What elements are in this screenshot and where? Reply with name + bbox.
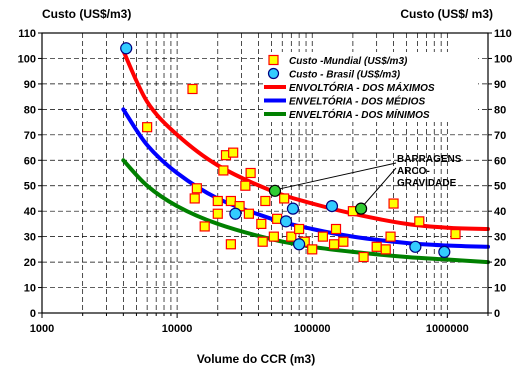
plot-frame <box>41 32 489 314</box>
world-cost-point <box>380 244 391 255</box>
legend-label: Custo - Brasil (US$/m3) <box>289 70 401 81</box>
world-cost-point <box>218 165 229 176</box>
brazil-cost-point <box>409 240 422 253</box>
world-cost-point <box>268 231 279 242</box>
legend-label: ENVELTÓRIA - DOS MÉDIOS <box>289 95 425 108</box>
y-tick-label-left: 110 <box>18 28 36 40</box>
annotation-arrow <box>363 167 397 205</box>
world-cost-point <box>317 231 329 242</box>
y-tick-label-right: 50 <box>494 181 506 193</box>
y-tick-label-right: 10 <box>494 283 506 295</box>
legend-world-marker <box>268 54 279 66</box>
annotation-arrow <box>279 162 397 190</box>
world-cost-point <box>338 236 349 247</box>
legend-box <box>266 52 478 122</box>
legend-brazil-marker <box>267 67 280 80</box>
arch-gravity-dam-point <box>354 202 368 215</box>
world-cost-point <box>450 228 461 240</box>
y-tick-label-left: 40 <box>24 206 36 218</box>
brazil-cost-point <box>325 199 339 213</box>
left-axis-title: Custo (US$/m3) <box>42 7 132 21</box>
x-tick-label: 100000 <box>294 323 331 335</box>
annotation-label: BARRAGENS <box>397 154 462 165</box>
world-cost-point <box>245 167 256 179</box>
legend-label: ENVELTÓRIA - DOS MÍNIMOS <box>289 108 430 121</box>
right-axis-title: Custo (US$/ m3) <box>400 7 493 21</box>
y-tick-label-left: 30 <box>24 232 36 244</box>
world-cost-point <box>191 183 202 194</box>
world-cost-point <box>385 231 396 242</box>
y-tick-label-left: 50 <box>24 181 36 193</box>
y-tick-label-right: 30 <box>494 232 506 244</box>
x-tick-label: 10000 <box>162 323 193 335</box>
y-tick-label-right: 70 <box>494 130 506 142</box>
brazil-cost-point <box>293 238 306 251</box>
world-cost-point <box>228 147 239 158</box>
min-envelope-curve <box>121 158 490 265</box>
world-cost-point <box>257 236 268 247</box>
world-cost-point <box>358 251 369 263</box>
world-cost-point <box>294 223 305 235</box>
legend-label: Custo -Mundial (US$/m3) <box>289 56 408 67</box>
y-tick-label-right: 110 <box>494 28 512 40</box>
brazil-cost-point <box>438 245 451 259</box>
world-cost-point <box>388 198 399 209</box>
world-cost-point <box>256 218 267 230</box>
world-cost-point <box>225 195 236 207</box>
annotation-label: ARCO- <box>397 166 430 177</box>
y-tick-label-right: 0 <box>494 308 500 320</box>
y-tick-label-right: 80 <box>494 104 506 116</box>
y-tick-label-left: 0 <box>30 308 36 320</box>
world-cost-point <box>279 193 290 204</box>
y-tick-label-left: 70 <box>24 130 36 142</box>
y-tick-label-right: 60 <box>494 155 506 167</box>
world-cost-point <box>240 180 251 191</box>
world-cost-point <box>414 216 425 227</box>
y-tick-label-left: 80 <box>24 104 36 116</box>
world-cost-point <box>187 83 198 95</box>
legend-label: ENVOLTÓRIA - DOS MÁXIMOS <box>289 81 435 94</box>
arch-gravity-dam-point <box>268 184 282 197</box>
y-tick-label-right: 100 <box>494 53 512 65</box>
x-tick-label: 1000 <box>30 323 54 335</box>
y-tick-label-left: 100 <box>18 53 36 65</box>
y-tick-label-left: 10 <box>24 283 36 295</box>
world-cost-point <box>142 122 153 133</box>
y-tick-label-left: 20 <box>24 257 36 269</box>
world-cost-point <box>243 208 255 219</box>
world-cost-point <box>330 223 342 235</box>
world-cost-point <box>328 239 340 250</box>
brazil-cost-point <box>279 215 293 228</box>
y-tick-label-left: 90 <box>24 79 36 91</box>
y-tick-label-left: 60 <box>24 155 36 167</box>
world-cost-point <box>212 208 223 219</box>
y-tick-label-right: 20 <box>494 257 506 269</box>
x-tick-label: 1000000 <box>426 323 469 335</box>
world-cost-point <box>199 221 210 232</box>
world-cost-point <box>371 241 382 252</box>
y-tick-label-right: 40 <box>494 206 506 218</box>
world-cost-point <box>307 244 318 255</box>
world-cost-point <box>212 195 223 207</box>
world-cost-point <box>260 195 271 207</box>
max-envelope-curve <box>121 48 490 231</box>
world-cost-point <box>286 231 297 242</box>
brazil-cost-point <box>229 207 242 220</box>
world-cost-point <box>225 239 236 250</box>
x-axis-title: Volume do CCR (m3) <box>196 352 316 366</box>
annotation-label: GRAVIDADE <box>397 178 457 189</box>
y-tick-label-right: 90 <box>494 79 506 91</box>
mean-envelope-curve <box>121 107 490 249</box>
world-cost-point <box>189 193 200 204</box>
brazil-cost-point <box>120 42 133 55</box>
brazil-cost-point <box>286 202 300 215</box>
